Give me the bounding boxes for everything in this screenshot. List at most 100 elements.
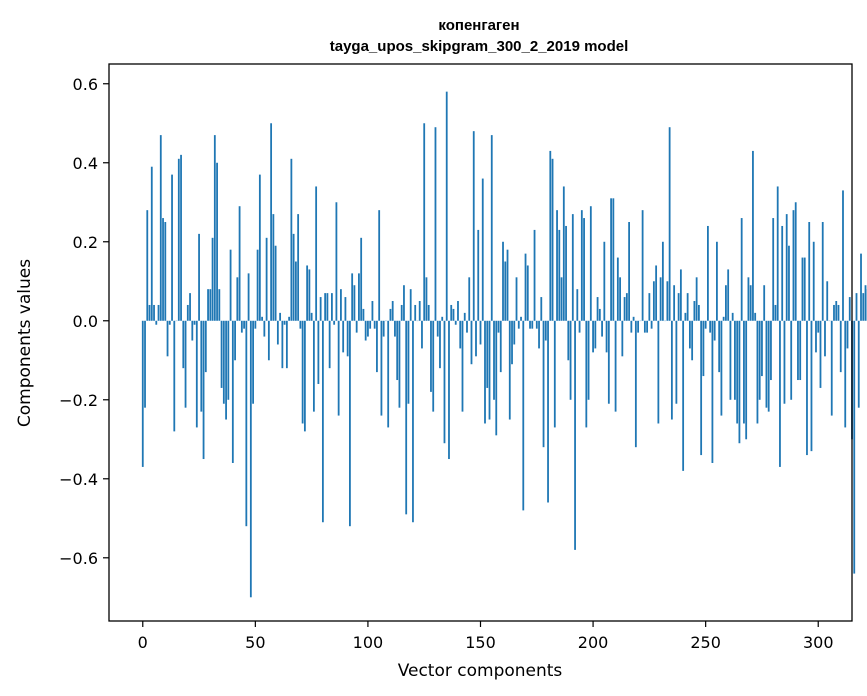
bar-142 — [461, 320, 464, 412]
bar-7 — [157, 304, 160, 321]
bar-200 — [592, 320, 594, 353]
bar-77 — [315, 186, 318, 321]
y-axis-ticks: −0.6 −0.4 −0.2 0.0 0.2 0.4 0.6 — [59, 75, 109, 568]
bar-39 — [229, 249, 232, 321]
bar-206 — [605, 320, 608, 353]
bar-46 — [245, 320, 248, 527]
x-tick-label: 50 — [245, 633, 265, 652]
bar-291 — [797, 320, 799, 381]
bar-70 — [299, 320, 302, 329]
bar-76 — [312, 320, 315, 412]
bar-19 — [184, 320, 187, 408]
bar-173 — [531, 320, 534, 329]
bar-37 — [225, 320, 227, 420]
bar-144 — [466, 320, 468, 333]
bar-88 — [340, 289, 342, 321]
bar-280 — [772, 218, 775, 321]
bar-215 — [625, 293, 628, 321]
bar-155 — [490, 135, 493, 321]
bar-295 — [806, 320, 808, 456]
bar-51 — [256, 249, 259, 321]
bar-18 — [182, 320, 185, 369]
bar-198 — [587, 320, 590, 400]
bar-264 — [736, 320, 739, 424]
bar-179 — [544, 320, 547, 341]
bar-145 — [468, 277, 471, 321]
bar-260 — [727, 269, 730, 321]
bar-249 — [702, 320, 705, 377]
bar-1 — [144, 320, 146, 408]
y-tick-label: 0.2 — [73, 233, 98, 252]
bar-36 — [222, 320, 225, 404]
bar-53 — [261, 316, 263, 321]
bar-139 — [454, 320, 457, 325]
bar-302 — [821, 222, 824, 321]
bar-127 — [427, 304, 430, 321]
bar-149 — [477, 229, 480, 321]
bar-224 — [646, 320, 649, 333]
bar-227 — [652, 281, 655, 321]
bar-219 — [634, 320, 637, 448]
bar-20 — [186, 304, 189, 321]
bar-159 — [499, 320, 502, 373]
bar-83 — [328, 320, 331, 369]
bar-309 — [837, 304, 840, 321]
bar-258 — [722, 316, 725, 321]
bar-64 — [285, 320, 288, 369]
bar-119 — [409, 289, 412, 321]
bar-31 — [211, 237, 214, 321]
bar-71 — [301, 320, 304, 424]
bar-117 — [405, 320, 408, 515]
bar-316 — [853, 320, 856, 574]
bar-252 — [709, 320, 712, 333]
bar-153 — [486, 320, 489, 388]
bar-184 — [556, 210, 558, 321]
bar-217 — [630, 320, 633, 333]
bar-68 — [294, 261, 297, 321]
bar-168 — [520, 316, 522, 321]
bar-34 — [218, 289, 221, 321]
bar-138 — [452, 308, 455, 321]
bar-16 — [177, 158, 180, 321]
bar-89 — [342, 320, 345, 353]
bar-133 — [441, 316, 444, 321]
bar-237 — [675, 320, 678, 404]
bar-106 — [380, 320, 383, 416]
bar-12 — [168, 320, 171, 325]
y-tick-label: 0.4 — [73, 154, 98, 173]
bar-177 — [540, 297, 543, 321]
bar-41 — [234, 320, 236, 361]
bar-300 — [817, 320, 820, 333]
bar-43 — [238, 206, 241, 321]
bar-303 — [824, 320, 826, 357]
bar-263 — [734, 320, 736, 400]
bar-103 — [373, 320, 376, 329]
bar-0 — [141, 320, 144, 467]
bar-80 — [321, 320, 324, 523]
bar-220 — [637, 320, 640, 333]
bar-222 — [641, 210, 644, 321]
bar-240 — [682, 320, 685, 471]
bar-124 — [421, 320, 423, 349]
bar-111 — [391, 301, 394, 321]
bar-107 — [382, 320, 385, 337]
x-tick-label: 0 — [138, 633, 148, 652]
bar-81 — [324, 293, 327, 321]
bar-172 — [529, 320, 531, 329]
bar-4 — [150, 166, 153, 321]
bar-247 — [698, 304, 700, 321]
bar-205 — [603, 241, 606, 321]
bar-279 — [770, 320, 772, 381]
bar-262 — [731, 312, 734, 321]
bar-110 — [389, 308, 392, 321]
bar-195 — [580, 210, 583, 321]
bar-169 — [522, 320, 525, 511]
bar-248 — [700, 320, 703, 456]
bar-290 — [794, 202, 797, 321]
bar-141 — [459, 320, 462, 349]
bar-216 — [628, 222, 630, 321]
bar-55 — [265, 237, 268, 321]
bar-285 — [783, 320, 786, 404]
bar-292 — [799, 320, 802, 381]
